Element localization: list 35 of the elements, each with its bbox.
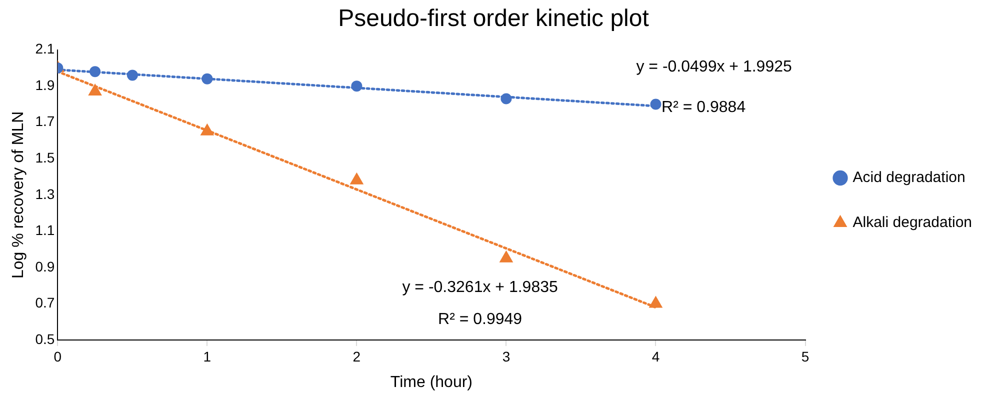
annotation: R² = 0.9884	[662, 99, 746, 116]
x-tick-label: 3	[502, 348, 510, 364]
point	[500, 250, 513, 262]
y-tick-label: 0.7	[35, 294, 55, 311]
x-tick-label: 0	[54, 348, 62, 364]
point	[202, 73, 213, 84]
y-tick-label: 1.1	[35, 222, 55, 238]
x-tick-label: 5	[801, 348, 810, 364]
x-tick-label: 1	[203, 348, 212, 364]
y-tick-label: 2.1	[35, 40, 55, 57]
legend-label: Alkali degradation	[852, 214, 972, 232]
point	[200, 124, 214, 136]
point	[88, 84, 102, 96]
point	[500, 93, 512, 104]
x-axis-title: Time (hour)	[390, 374, 473, 391]
point	[351, 80, 362, 92]
point	[650, 98, 662, 110]
y-tick-label: 1.5	[35, 149, 55, 166]
point	[350, 172, 364, 184]
point	[90, 66, 101, 78]
legend-label: Acid degradation	[852, 169, 966, 186]
y-tick-label: 0.5	[35, 330, 55, 347]
annotation: R² = 0.9949	[438, 311, 522, 328]
y-tick-label: 1.3	[35, 186, 55, 202]
point	[649, 296, 662, 308]
y-tick-label: 1.9	[35, 76, 55, 93]
y-tick-label: 1.7	[35, 113, 55, 130]
y-tick-label: 0.9	[35, 258, 55, 274]
y-axis-title: Log % recovery of MLN	[10, 111, 28, 278]
annotation: y = -0.0499x + 1.9925	[636, 58, 792, 76]
annotation: y = -0.3261x + 1.9835	[402, 279, 558, 296]
x-tick-label: 2	[352, 348, 361, 364]
chart-title: Pseudo-first order kinetic plot	[338, 5, 650, 32]
x-tick-label: 4	[652, 348, 660, 364]
point	[126, 70, 138, 81]
